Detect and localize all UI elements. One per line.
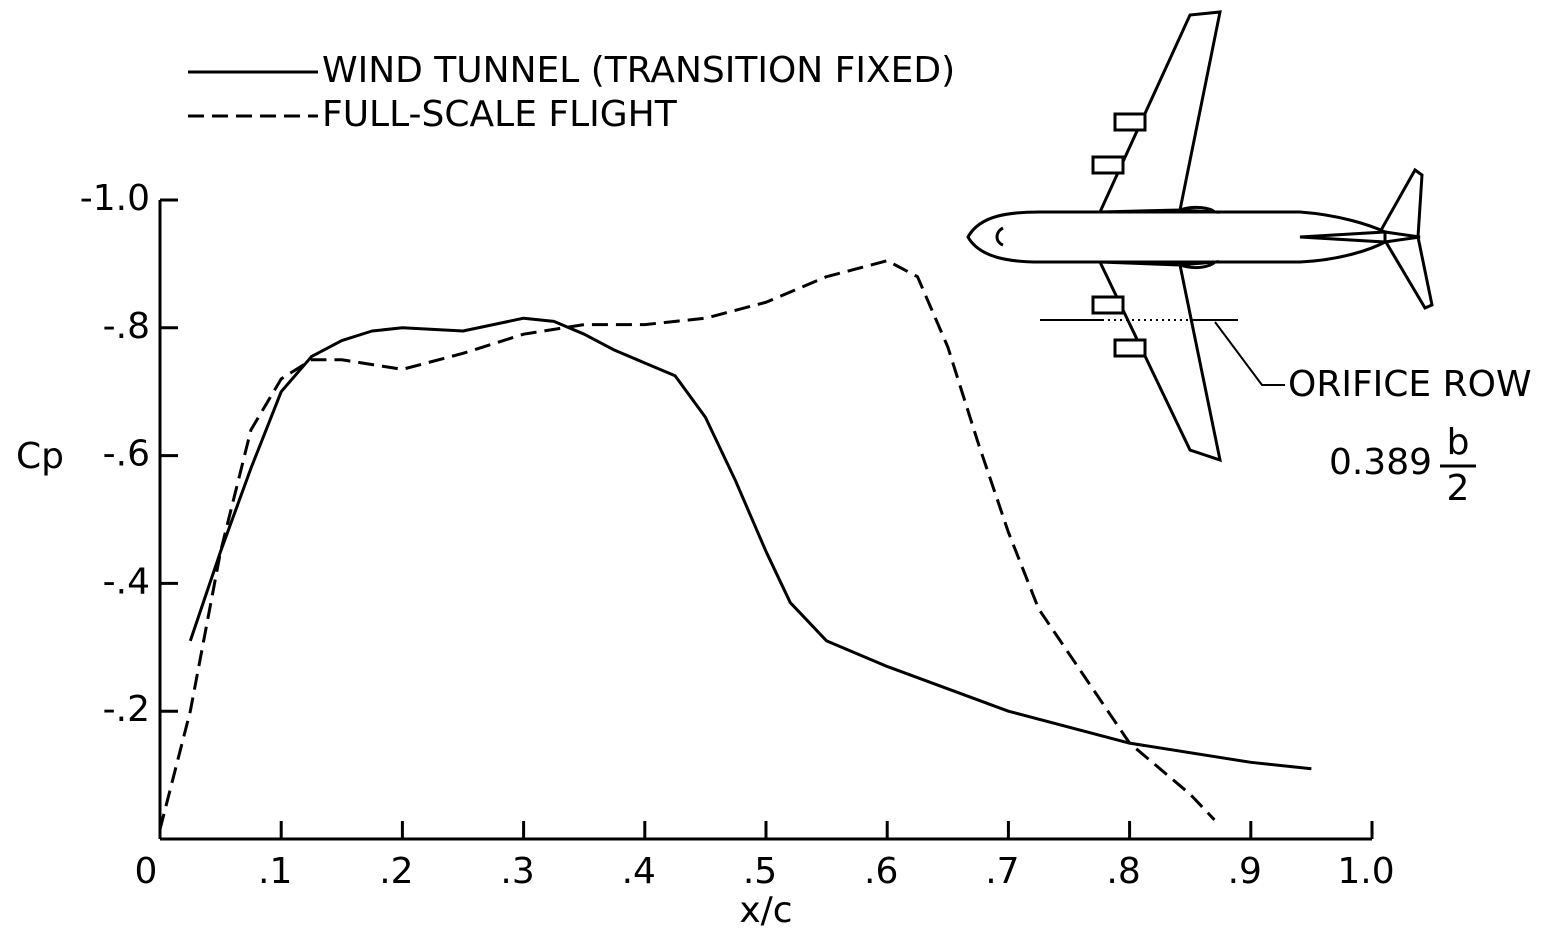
x-tick-label: .8	[1106, 851, 1140, 892]
y-tick-label: -.6	[103, 434, 150, 475]
chart: x/c Cp ORIFICE ROW 0.389 b 2 0 .1 .2 .3 .4 .5…	[0, 0, 1549, 930]
legend-label: FULL-SCALE FLIGHT	[322, 94, 678, 135]
series-line	[160, 261, 1214, 830]
annotation-numerator: b	[1447, 422, 1470, 463]
x-tick-label: .4	[622, 851, 656, 892]
annotation-label: ORIFICE ROW	[1288, 364, 1532, 405]
legend-label: WIND TUNNEL (TRANSITION FIXED)	[322, 50, 955, 91]
annotation-station: 0.389	[1329, 442, 1432, 483]
y-tick-label: -.8	[103, 306, 150, 347]
x-tick-label: .9	[1228, 851, 1262, 892]
y-tick-label: -.4	[103, 561, 150, 602]
x-tick-label: .3	[500, 851, 534, 892]
x-tick-label: .2	[379, 851, 413, 892]
x-tick-label: .7	[985, 851, 1019, 892]
y-tick-label: -.2	[103, 689, 150, 730]
x-axis-label: x/c	[739, 890, 792, 930]
y-tick-label: -1.0	[80, 178, 150, 219]
x-tick-label: .6	[864, 851, 898, 892]
annotation-denominator: 2	[1447, 468, 1470, 509]
x-tick-label: .5	[743, 851, 777, 892]
x-tick-label: .1	[258, 851, 292, 892]
x-tick-label: 0	[135, 851, 158, 892]
series-line	[190, 318, 1311, 768]
y-axis-label: Cp	[16, 436, 64, 477]
x-tick-label: 1.0	[1337, 851, 1394, 892]
